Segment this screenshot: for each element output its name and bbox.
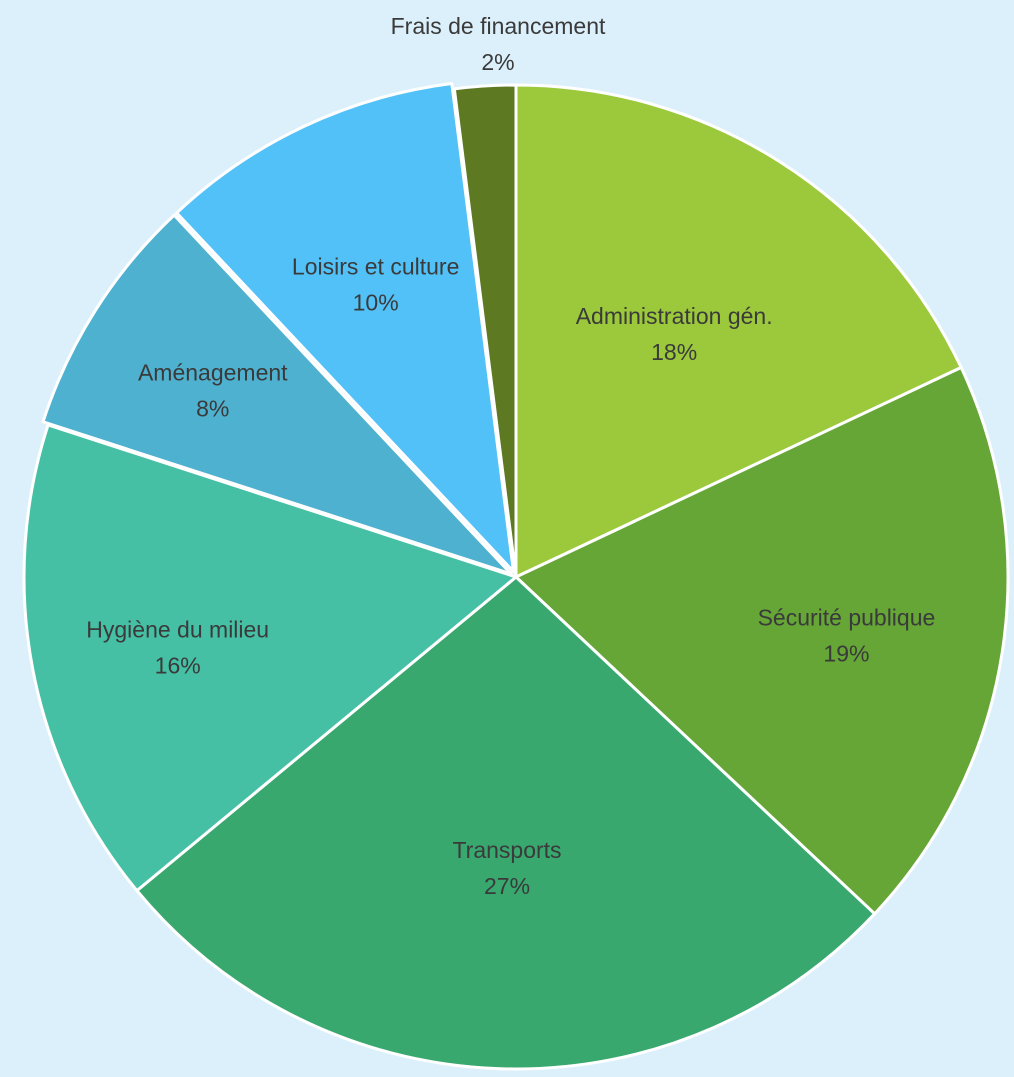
pie-slice-administration-gen	[514, 83, 963, 579]
slice-label-administration-gen: Administration gén.	[576, 303, 773, 329]
slice-label-loisirs-et-culture: Loisirs et culture	[292, 254, 459, 280]
slices-layer	[22, 81, 1010, 1071]
slice-value-label-transports: 27%	[484, 873, 530, 899]
slice-value-label-amenagement: 8%	[196, 396, 229, 422]
slice-value-label-administration-gen: 18%	[651, 339, 697, 365]
slice-label-securite-publique: Sécurité publique	[758, 604, 936, 630]
slice-label-amenagement: Aménagement	[138, 360, 288, 386]
slice-value-label-hygiene-du-milieu: 16%	[155, 653, 201, 679]
slice-label-hygiene-du-milieu: Hygiène du milieu	[86, 617, 269, 643]
slice-value-label-loisirs-et-culture: 10%	[353, 290, 399, 316]
pie-slice-frais-de-financement	[452, 83, 518, 579]
slice-label-transports: Transports	[452, 837, 561, 863]
slice-value-label-securite-publique: 19%	[823, 640, 869, 666]
pie-slice-hygiene-du-milieu	[22, 423, 518, 893]
pie-slice-securite-publique	[514, 366, 1010, 916]
pie-slice-amenagement	[41, 213, 513, 576]
slice-label-frais-de-financement: Frais de financement	[391, 13, 606, 39]
slice-value-label-frais-de-financement: 2%	[481, 49, 514, 75]
pie-slice-transports	[135, 575, 877, 1071]
labels-layer: Administration gén. 18% Sécurité publique 1…	[86, 13, 935, 899]
pie-slice-loisirs-et-culture	[175, 81, 515, 574]
